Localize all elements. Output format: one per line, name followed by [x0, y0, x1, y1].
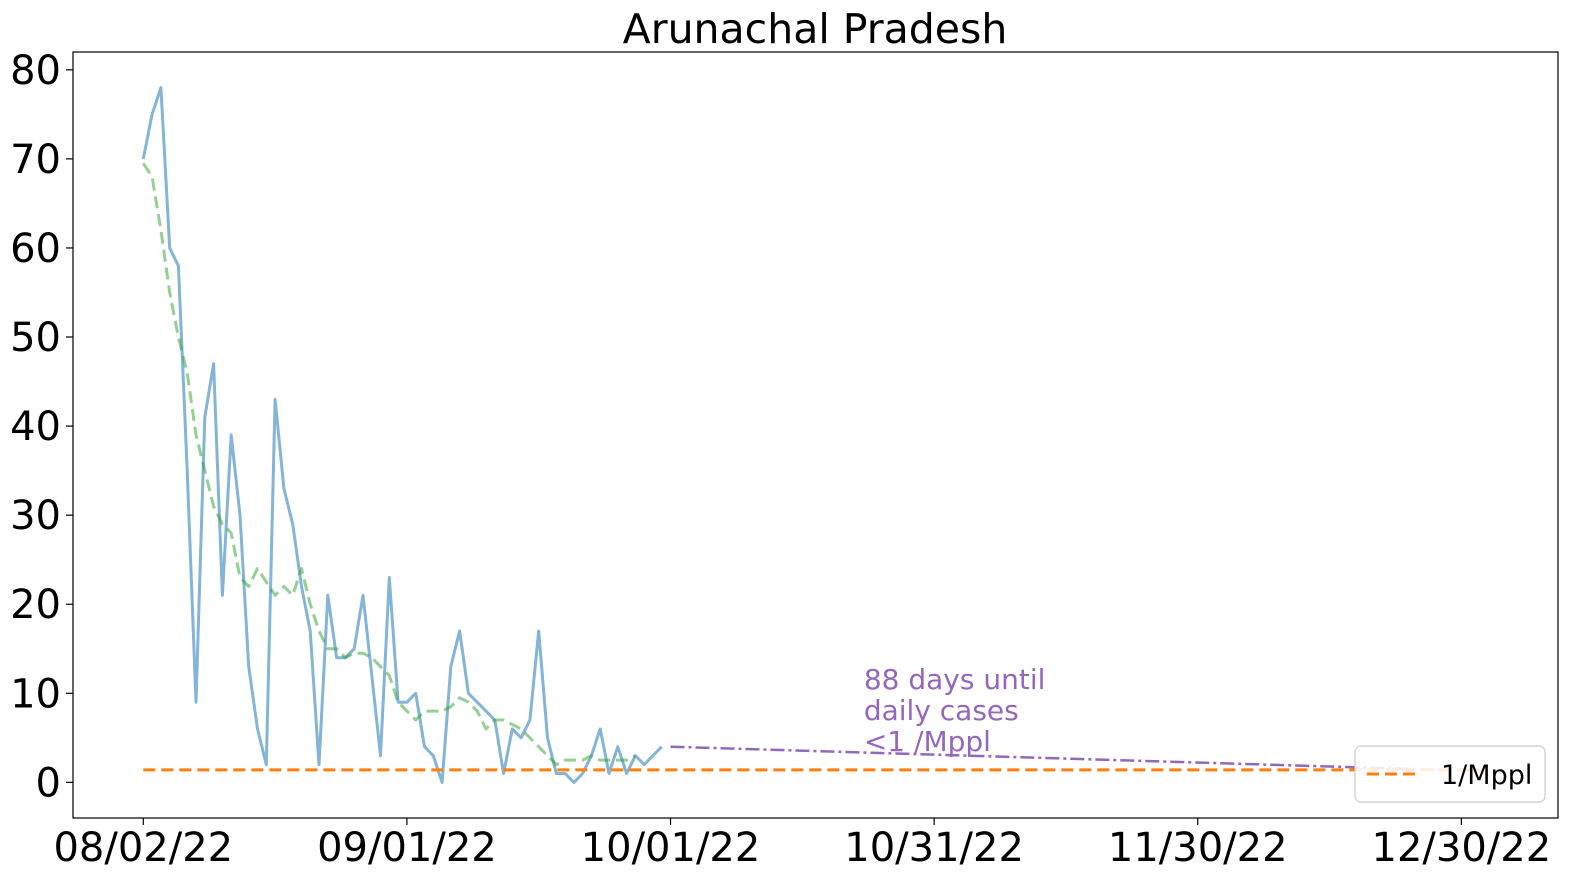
plot-area [141, 86, 1488, 784]
plot-frame [72, 51, 1559, 819]
axes: 0 10 20 30 40 50 60 70 80 08/02/22 09/01/22 10/01/2… [10, 48, 1559, 871]
legend-box [1354, 745, 1546, 803]
legend-label: 1/Mppl [1441, 760, 1532, 791]
y-tick-label: 50 [10, 315, 61, 361]
x-tick-label: 12/30/22 [1372, 825, 1552, 871]
x-tick-label: 10/01/22 [581, 825, 761, 871]
y-tick-label: 70 [10, 137, 61, 183]
y-tick-label: 60 [10, 226, 61, 272]
legend: 1/Mppl [1354, 745, 1546, 803]
y-tick-label: 40 [10, 404, 61, 450]
y-tick-label: 30 [10, 493, 61, 539]
annotation-line: 88 days until [864, 663, 1046, 696]
x-tick-label: 11/30/22 [1108, 825, 1288, 871]
x-tick-label: 09/01/22 [317, 825, 497, 871]
annotation-line: daily cases [864, 694, 1019, 727]
series-line-0 [141, 86, 663, 784]
y-tick-label: 80 [10, 48, 61, 94]
x-tick-label: 08/02/22 [53, 825, 233, 871]
y-tick-label: 20 [10, 582, 61, 628]
series-line-1 [142, 162, 637, 767]
x-tick-label: 10/31/22 [844, 825, 1024, 871]
y-tick-label: 10 [10, 671, 61, 717]
chart-title: Arunachal Pradesh [623, 5, 1008, 53]
annotation-line: <1 /Mppl [864, 725, 991, 758]
y-tick-label: 0 [36, 760, 61, 806]
series-line-2 [670, 745, 1444, 772]
